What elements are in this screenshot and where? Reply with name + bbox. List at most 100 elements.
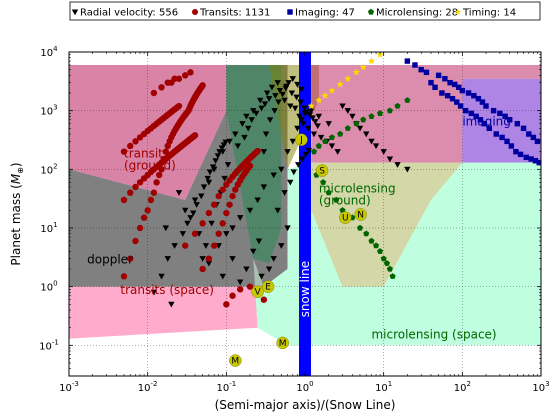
legend-marker [454,8,462,15]
point [268,84,276,91]
legend-label: Radial velocity: 556 [80,8,178,19]
point [294,81,301,88]
point [285,80,292,86]
point [250,248,257,255]
point [182,72,189,79]
point [219,273,226,280]
point [198,193,205,200]
legend-label: Imaging: 47 [295,8,355,19]
point [200,184,208,191]
point [481,120,487,127]
region-label-doppler: doppler [87,252,133,266]
region-transit-doppler-overlap [226,65,282,264]
point [274,207,281,214]
point [336,80,344,88]
point [229,225,236,232]
point [368,237,375,244]
region-microlensing-space [253,162,541,346]
point [187,215,194,221]
point [352,68,361,76]
point [164,256,171,262]
legend-item-radial-velocity-556: Radial velocity: 556 [71,8,178,19]
planet-label: E [265,283,271,293]
snow-line: snow line [298,52,312,376]
planet-n: N [354,208,367,221]
point [214,153,222,160]
point [315,142,322,149]
point [344,125,351,131]
point [127,255,134,262]
point [215,230,222,237]
point [144,207,151,214]
point [243,266,250,273]
point [349,113,356,120]
point [359,63,367,71]
point [404,97,411,103]
x-tick-label: 103 [532,380,549,394]
point [271,108,278,114]
point [386,44,393,51]
point [222,139,229,146]
point [255,238,263,245]
point [120,273,128,280]
legend-marker [367,8,375,15]
point [483,103,489,109]
region-transits-space [69,258,264,339]
point [136,179,144,186]
point [360,116,367,123]
point [502,113,508,120]
planet-v: V [251,285,264,298]
point [132,183,139,191]
point [202,243,210,249]
point [300,121,307,127]
point [229,256,236,262]
point [239,121,246,127]
point [513,148,519,155]
legend-item-timing-14: Timing: 14 [454,8,516,19]
point [449,95,456,102]
point [191,197,199,204]
region-label-microlensing-ground-sub: (ground) [319,194,371,208]
point [497,110,503,117]
point [322,138,329,144]
point [179,231,187,237]
point [243,113,250,120]
point [260,149,268,155]
point [205,179,213,186]
point [298,86,305,93]
point [423,69,430,76]
point [473,113,479,120]
point [171,75,178,82]
point [447,79,453,86]
point [210,242,218,249]
legend-label: Microlensing: 28 [376,8,458,19]
point [265,96,273,102]
point [490,107,497,114]
point [386,156,394,163]
point [120,148,128,155]
point [147,196,155,204]
point [236,215,244,221]
data-points [120,38,541,308]
point [209,164,217,171]
point [321,91,329,99]
point [394,38,401,45]
planet-marker [276,336,289,350]
point [226,201,233,208]
point [270,256,277,262]
point [314,123,321,130]
point [164,79,171,86]
point [140,214,148,221]
point [404,58,411,64]
point [246,283,254,290]
point [254,147,261,155]
point [386,107,393,114]
x-tick-label: 101 [375,380,392,394]
region-microlensing-ground [311,162,463,287]
point [245,125,252,132]
point [306,112,313,119]
point [234,143,242,150]
point [444,92,451,99]
legend-item-microlensing-28: Microlensing: 28 [367,8,458,19]
point [287,179,294,186]
